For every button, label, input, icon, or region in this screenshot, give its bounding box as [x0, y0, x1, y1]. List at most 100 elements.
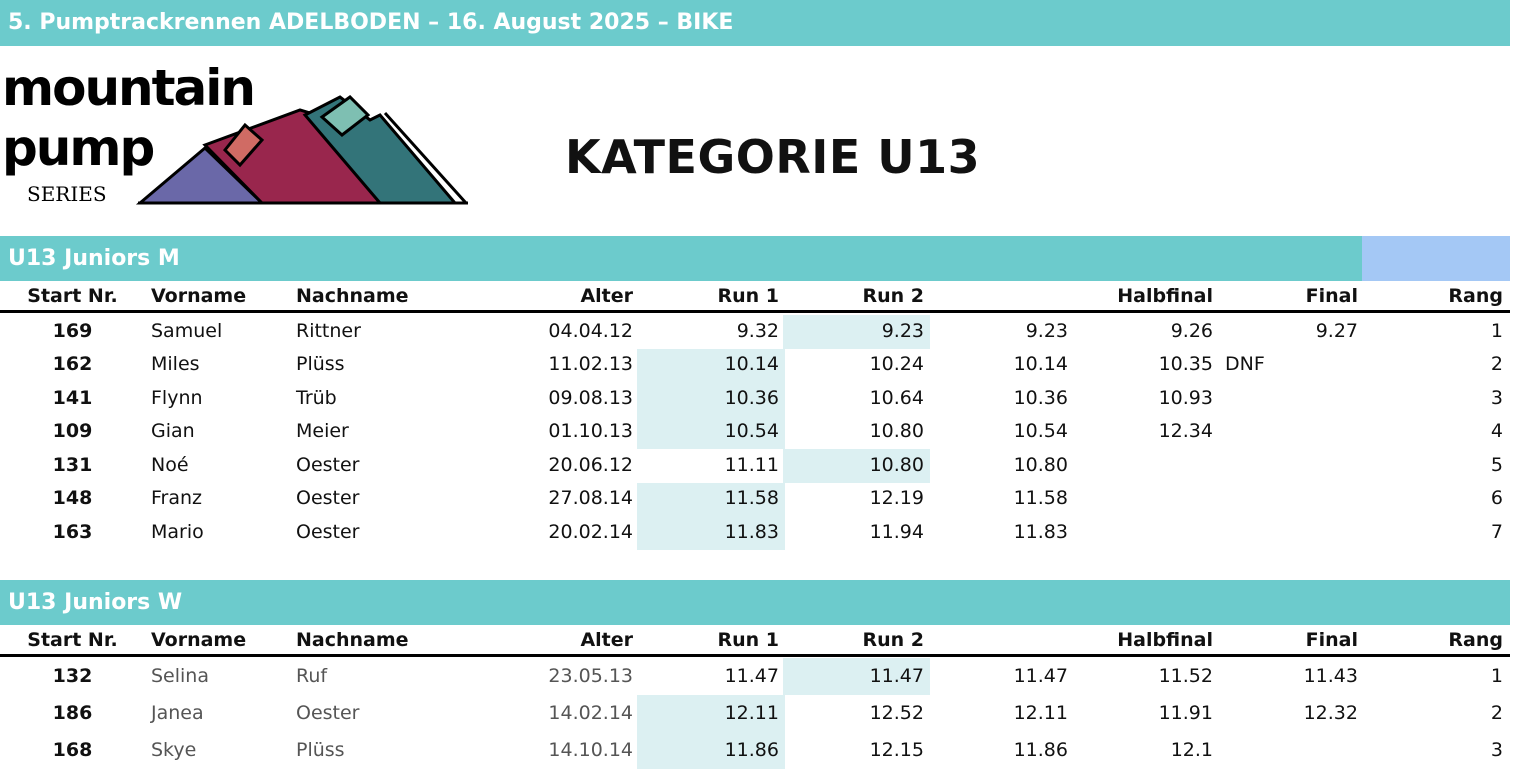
category-title: KATEGORIE U13: [565, 130, 981, 184]
cell-start: 162: [52, 353, 93, 376]
cell-alter: 14.10.14: [548, 738, 633, 761]
cell-vorname: Skye: [151, 738, 197, 761]
cell-alter: 27.08.14: [548, 487, 633, 510]
best-run-highlight: [637, 516, 785, 550]
cell-run2: 12.19: [869, 487, 924, 510]
mountain-pump-logo: mountain pump SERIES: [0, 55, 470, 209]
cell-nachname: Meier: [296, 420, 349, 443]
header-divider: [0, 310, 1510, 313]
section-title: U13 Juniors W: [8, 590, 183, 615]
cell-start: 141: [52, 386, 93, 409]
cell-best: 11.47: [1013, 664, 1068, 687]
best-run-highlight: [783, 658, 930, 695]
cell-vorname: Miles: [151, 353, 200, 376]
cell-halbfinal: 10.35: [1158, 353, 1213, 376]
cell-start: 148: [52, 487, 93, 510]
cell-halbfinal: 9.26: [1170, 319, 1213, 342]
cell-rang: 7: [1490, 520, 1503, 543]
cell-run1: 12.11: [724, 701, 779, 724]
svg-text:SERIES: SERIES: [27, 182, 107, 205]
cell-alter: 14.02.14: [548, 701, 633, 724]
cell-best: 11.58: [1013, 487, 1068, 510]
cell-run2: 10.64: [869, 386, 924, 409]
cell-nachname: Oester: [296, 453, 360, 476]
cell-vorname: Selina: [151, 664, 209, 687]
cell-best: 11.86: [1013, 738, 1068, 761]
cell-rang: 4: [1490, 420, 1503, 443]
cell-start: 186: [52, 701, 93, 724]
cell-best: 11.83: [1013, 520, 1068, 543]
cell-nachname: Trüb: [296, 386, 337, 409]
cell-note: DNF: [1225, 353, 1265, 376]
cell-halbfinal: 11.91: [1158, 701, 1213, 724]
column-header-run1: Run 1: [717, 629, 779, 651]
cell-halbfinal: 12.34: [1158, 420, 1213, 443]
cell-run2: 10.80: [869, 420, 924, 443]
column-header-start: Start Nr.: [27, 285, 118, 307]
cell-run2: 10.80: [869, 453, 924, 476]
column-header-vorname: Vorname: [151, 629, 247, 651]
cell-vorname: Samuel: [151, 319, 223, 342]
cell-vorname: Janea: [151, 701, 204, 724]
header-divider: [0, 654, 1510, 657]
cell-rang: 3: [1490, 738, 1503, 761]
column-header-run2: Run 2: [862, 629, 924, 651]
cell-halbfinal: 12.1: [1170, 738, 1213, 761]
cell-alter: 01.10.13: [548, 420, 633, 443]
cell-start: 131: [52, 453, 93, 476]
cell-run1: 11.11: [724, 453, 779, 476]
cell-best: 10.80: [1013, 453, 1068, 476]
column-header-start: Start Nr.: [27, 629, 118, 651]
cell-run1: 10.54: [724, 420, 779, 443]
column-header-nachname: Nachname: [296, 285, 409, 307]
cell-nachname: Oester: [296, 701, 360, 724]
section-title-bar: U13 Juniors W: [0, 580, 1510, 625]
cell-run2: 10.24: [869, 353, 924, 376]
cell-nachname: Ruf: [296, 664, 328, 687]
best-run-highlight: [637, 695, 785, 732]
cell-run2: 11.94: [869, 520, 924, 543]
cell-vorname: Franz: [151, 487, 203, 510]
cell-best: 9.23: [1025, 319, 1068, 342]
section-title-bar: U13 Juniors M: [0, 236, 1510, 281]
cell-run2: 12.15: [869, 738, 924, 761]
cell-start: 132: [52, 664, 93, 687]
column-header-alter: Alter: [580, 629, 633, 651]
cell-vorname: Flynn: [151, 386, 203, 409]
cell-rang: 5: [1490, 453, 1503, 476]
cell-nachname: Plüss: [296, 353, 345, 376]
cell-alter: 11.02.13: [548, 353, 633, 376]
cell-nachname: Plüss: [296, 738, 345, 761]
cell-run2: 9.23: [881, 319, 924, 342]
best-run-highlight: [783, 315, 930, 349]
cell-alter: 20.02.14: [548, 520, 633, 543]
cell-best: 10.36: [1013, 386, 1068, 409]
cell-alter: 04.04.12: [548, 319, 633, 342]
svg-text:mountain: mountain: [2, 59, 254, 117]
cell-run2: 11.47: [869, 664, 924, 687]
cell-run2: 12.52: [869, 701, 924, 724]
cell-vorname: Gian: [151, 420, 195, 443]
cell-final: 9.27: [1315, 319, 1358, 342]
cell-run1: 9.32: [736, 319, 779, 342]
cell-rang: 2: [1490, 701, 1503, 724]
cell-start: 169: [52, 319, 93, 342]
cell-alter: 20.06.12: [548, 453, 633, 476]
column-header-rang: Rang: [1448, 285, 1503, 307]
cell-start: 163: [52, 520, 93, 543]
best-run-highlight: [637, 382, 785, 416]
cell-vorname: Mario: [151, 520, 204, 543]
cell-final: 12.32: [1303, 701, 1358, 724]
column-header-vorname: Vorname: [151, 285, 247, 307]
cell-run1: 10.36: [724, 386, 779, 409]
cell-vorname: Noé: [151, 453, 189, 476]
column-header-run1: Run 1: [717, 285, 779, 307]
cell-halbfinal: 10.93: [1158, 386, 1213, 409]
column-header-nachname: Nachname: [296, 629, 409, 651]
column-header-final: Final: [1305, 629, 1358, 651]
event-title-bar: 5. Pumptrackrennen ADELBODEN – 16. Augus…: [0, 0, 1510, 46]
cell-alter: 09.08.13: [548, 386, 633, 409]
cell-run1: 11.86: [724, 738, 779, 761]
cell-rang: 6: [1490, 487, 1503, 510]
column-header-halbfinal: Halbfinal: [1117, 285, 1213, 307]
